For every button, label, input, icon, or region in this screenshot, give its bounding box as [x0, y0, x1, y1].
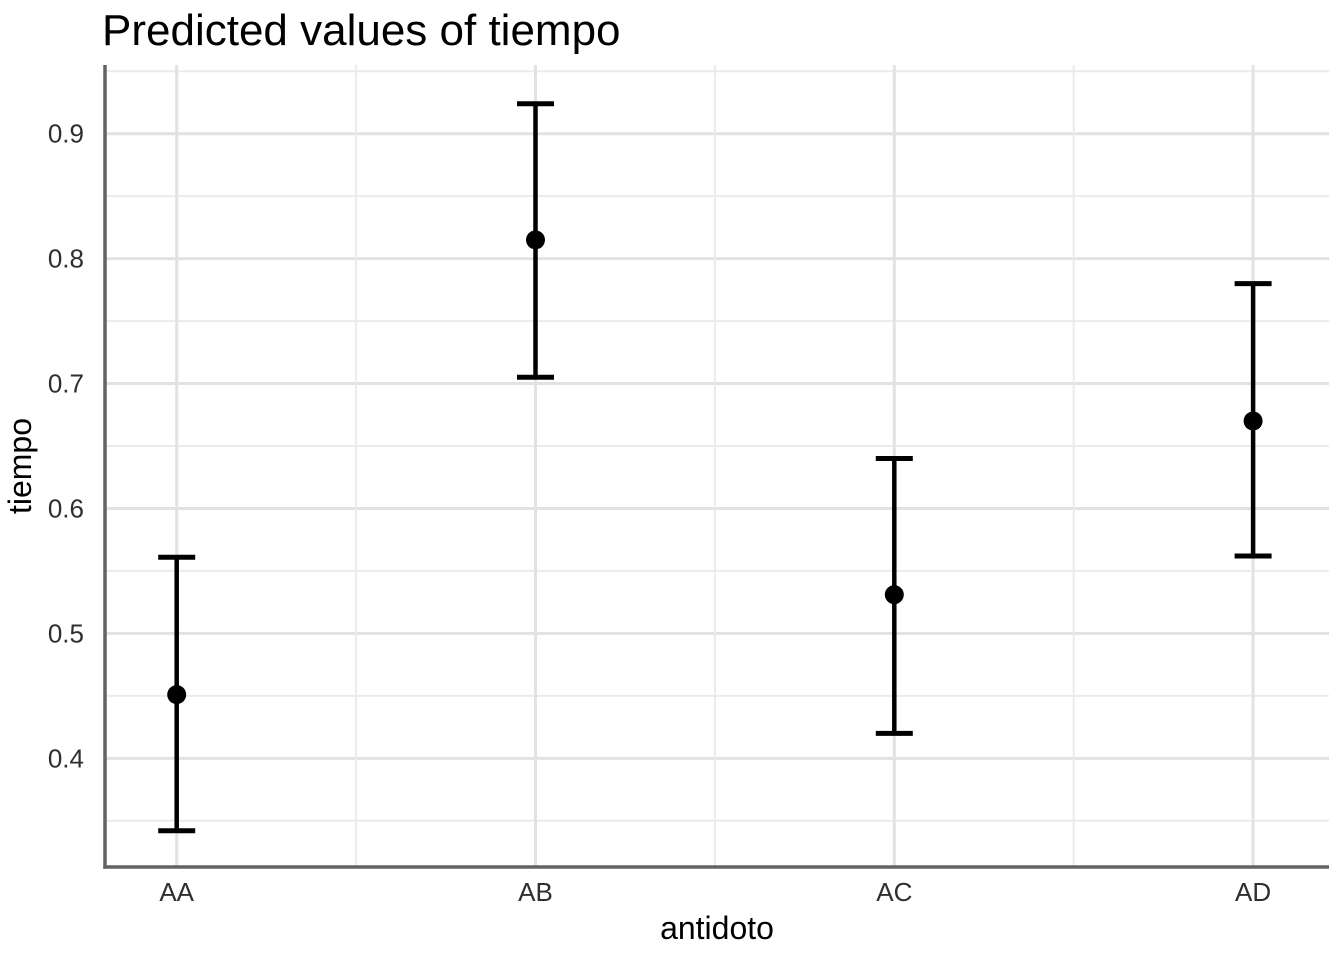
- point-AA: [167, 685, 187, 705]
- chart-title: Predicted values of tiempo: [102, 6, 621, 55]
- axes-layer: [103, 65, 1329, 869]
- tick-labels-layer: 0.4 0.5 0.6 0.7 0.8 0.9 AA AB AC AD: [48, 119, 1271, 907]
- y-tick-label: 0.6: [48, 493, 84, 523]
- x-axis-title: antidoto: [660, 910, 774, 946]
- x-tick-label: AC: [876, 877, 912, 907]
- pointrange-AC: [875, 456, 913, 736]
- y-tick-label: 0.4: [48, 743, 84, 773]
- pointrange-AA: [158, 554, 196, 834]
- point-AC: [884, 585, 904, 605]
- point-AB: [526, 230, 545, 250]
- y-tick-label: 0.9: [48, 119, 84, 149]
- point-AD: [1243, 411, 1263, 431]
- series-layer: [158, 101, 1272, 834]
- y-axis-title: tiempo: [2, 418, 38, 514]
- x-tick-label: AB: [518, 877, 553, 907]
- y-tick-label: 0.5: [48, 618, 84, 648]
- y-tick-label: 0.7: [48, 369, 84, 399]
- x-tick-label: AD: [1235, 877, 1271, 907]
- pointrange-AB: [517, 101, 554, 380]
- gridlines-layer: [105, 65, 1329, 867]
- titles-layer: Predicted values of tiempo antidoto tiem…: [2, 6, 774, 946]
- x-tick-label: AA: [159, 877, 194, 907]
- y-tick-label: 0.8: [48, 244, 84, 274]
- pointrange-AD: [1234, 281, 1272, 559]
